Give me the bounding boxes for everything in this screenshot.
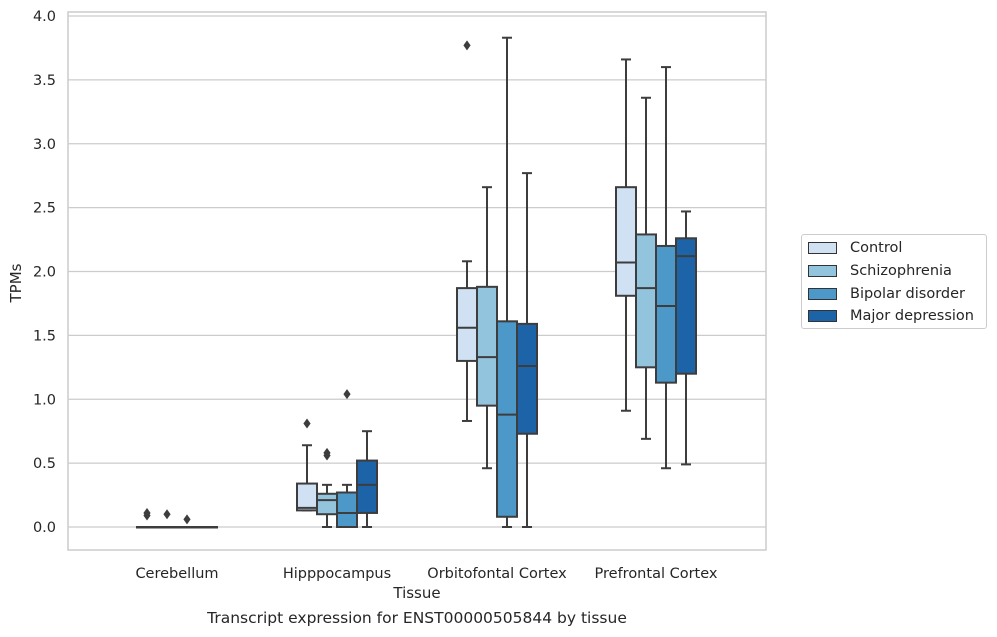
box-group: [615, 58, 637, 412]
box-group: [156, 509, 178, 529]
outlier-point: [163, 509, 171, 520]
legend-label-control: Control: [850, 240, 903, 256]
x-tick-label: Prefrontal Cortex: [595, 566, 718, 582]
legend-swatch-control: [808, 242, 837, 254]
y-tick-label: 1.0: [33, 392, 56, 408]
legend-item-control: Control: [808, 239, 902, 257]
x-axis-label: Tissue: [392, 584, 440, 602]
y-tick-label: 4.0: [33, 9, 56, 25]
legend-label-major-depression: Major depression: [850, 308, 974, 324]
box: [456, 287, 478, 362]
box: [615, 186, 637, 297]
box-group: [196, 526, 218, 529]
box: [516, 322, 538, 435]
box: [336, 491, 358, 529]
legend-item-schizophrenia: Schizophrenia: [808, 262, 952, 280]
box-group: [176, 514, 198, 529]
box-group: [516, 172, 538, 528]
y-tick-label: 3.5: [33, 73, 56, 89]
plot-frame: [67, 11, 767, 551]
box-group: [496, 36, 518, 528]
legend-item-major-depression: Major depression: [808, 307, 974, 325]
box: [476, 285, 498, 407]
legend-item-bipolar-disorder: Bipolar disorder: [808, 285, 965, 303]
box: [356, 459, 378, 514]
legend-swatch-major-depression: [808, 310, 837, 322]
x-tick-label: Orbitofontal Cortex: [427, 566, 567, 582]
x-tick-label: Hipppocampus: [283, 566, 391, 582]
y-tick-label: 2.0: [33, 265, 56, 281]
chart-caption: Transcript expression for ENST0000050584…: [207, 609, 627, 627]
box: [675, 237, 697, 375]
outlier-point: [343, 389, 351, 400]
outlier-point: [183, 514, 191, 525]
box: [316, 492, 338, 516]
box-group: [655, 66, 677, 470]
x-tick-label: Cerebellum: [135, 566, 218, 582]
legend-swatch-schizophrenia: [808, 265, 837, 277]
y-tick-label: 0.5: [33, 456, 56, 472]
outlier-point: [323, 447, 331, 458]
y-axis-label: TPMs: [7, 263, 25, 303]
legend: Control Schizophrenia Bipolar disorder M…: [801, 234, 987, 329]
box-group: [476, 186, 498, 470]
box-group: [296, 418, 318, 512]
y-tick-label: 1.5: [33, 328, 56, 344]
box-group: [136, 507, 158, 529]
y-tick-label: 0.0: [33, 520, 56, 536]
box-group: [316, 447, 338, 528]
box-group: [356, 430, 378, 528]
y-tick-label: 3.0: [33, 137, 56, 153]
outlier-point: [303, 418, 311, 429]
box-group: [456, 40, 478, 422]
box: [655, 244, 677, 384]
box-group: [336, 389, 358, 529]
box-group: [635, 96, 657, 440]
gridlines: [68, 15, 766, 528]
box: [496, 320, 518, 518]
tick-labels: 0.0 0.5 1.0 1.5 2.0 2.5 3.0 3.5 4.0 Cerebellum Hip…: [33, 9, 718, 582]
box: [296, 482, 318, 512]
box: [635, 233, 657, 369]
outlier-point: [143, 507, 151, 518]
legend-label-schizophrenia: Schizophrenia: [850, 263, 952, 279]
outlier-point: [463, 40, 471, 51]
y-tick-label: 2.5: [33, 201, 56, 217]
box-group: [675, 210, 697, 466]
boxes: [136, 36, 697, 529]
legend-swatch-bipolar-disorder: [808, 288, 837, 300]
legend-label-bipolar-disorder: Bipolar disorder: [850, 286, 965, 302]
